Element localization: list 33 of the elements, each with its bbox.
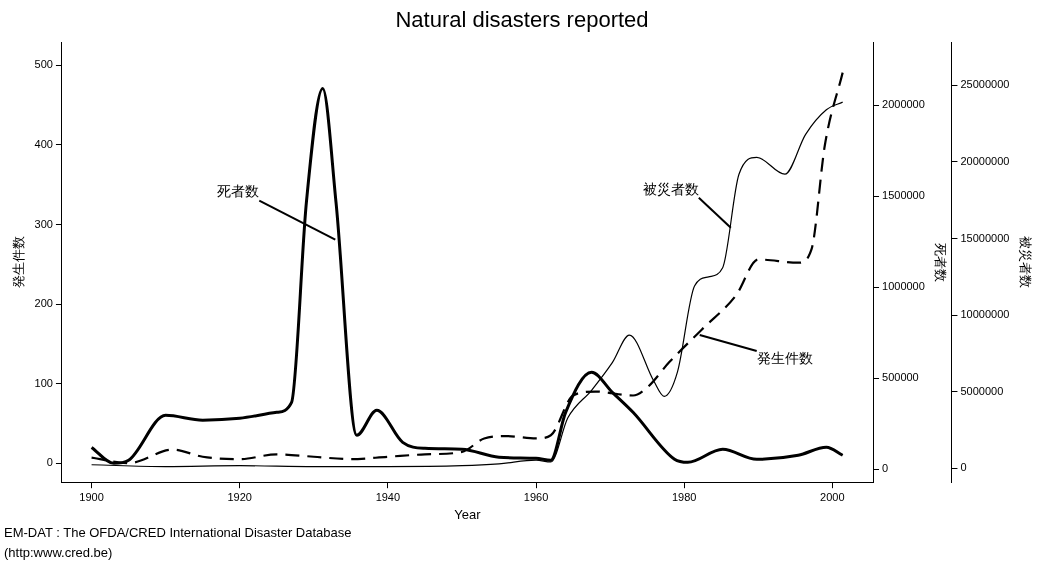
x-tick-label: 1980 — [671, 490, 697, 503]
y3-tick-label: 10000000 — [960, 308, 1010, 321]
y-tick-label: 200 — [34, 297, 53, 310]
x-tick-label: 2000 — [820, 490, 845, 503]
y-tick-label: 400 — [34, 138, 53, 151]
y2-tick-label: 2000000 — [882, 98, 925, 111]
y-axis-title: 発生件数 — [11, 236, 27, 289]
y3-tick-label: 15000000 — [960, 231, 1010, 244]
text: (http:www.cred.be) — [4, 545, 113, 561]
y3-axis-title: 被災者数 — [1017, 236, 1033, 289]
y2-axis-title: 死者数 — [933, 242, 949, 282]
x-axis-title: Year — [454, 506, 482, 522]
x-tick-label: 1960 — [523, 490, 549, 503]
y2-tick-label: 500000 — [882, 371, 919, 384]
annotation: 死者数 — [217, 183, 260, 200]
x-tick-label: 1920 — [227, 490, 252, 503]
y3-tick-label: 20000000 — [960, 154, 1010, 167]
y3-tick-label: 5000000 — [960, 384, 1004, 397]
y3-tick-label: 0 — [960, 461, 967, 474]
y-tick-label: 300 — [34, 217, 53, 230]
y-tick-label: 500 — [34, 58, 53, 71]
y2-tick-label: 0 — [882, 462, 889, 475]
y2-tick-label: 1000000 — [882, 280, 925, 293]
y-tick-label: 0 — [46, 456, 53, 469]
x-tick-label: 1900 — [79, 490, 104, 503]
y-tick-label: 100 — [34, 376, 53, 389]
x-tick-label: 1940 — [375, 490, 401, 503]
y3-tick-label: 25000000 — [960, 78, 1010, 91]
annotation: 被災者数 — [642, 180, 699, 197]
chart-title: Natural disasters reported — [395, 7, 649, 33]
text: EM-DAT : The OFDA/CRED International Disaster Database — [4, 525, 352, 541]
annotation: 発生件数 — [756, 349, 813, 366]
y2-tick-label: 1500000 — [882, 189, 925, 202]
